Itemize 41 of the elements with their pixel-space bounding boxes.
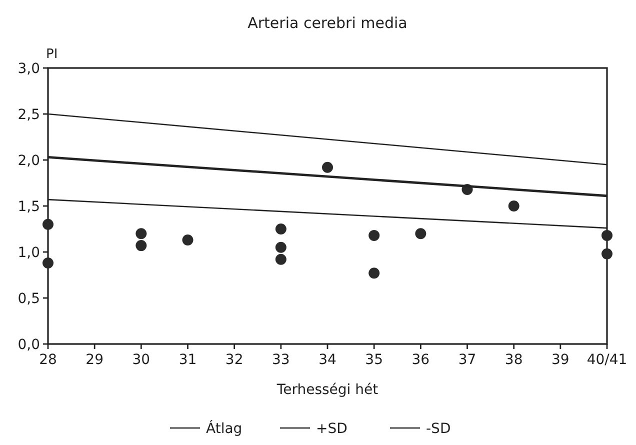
y-tick-label: 3,0 <box>18 60 40 77</box>
point <box>415 228 426 240</box>
point <box>182 234 194 246</box>
legend-label: Átlag <box>206 420 242 437</box>
point <box>508 200 520 212</box>
x-tick-label: 34 <box>318 352 336 368</box>
x-axis-title: Terhességi hét <box>276 382 379 398</box>
x-tick-label: 40/41 <box>586 352 628 368</box>
y-tick-label: 1,5 <box>18 198 40 215</box>
x-tick-label: 36 <box>412 352 430 368</box>
point <box>275 224 286 234</box>
y-tick-label: 1,0 <box>18 244 40 261</box>
legend-label: +SD <box>316 421 348 437</box>
y-tick-label: 0,0 <box>18 336 40 353</box>
x-tick-label: 29 <box>86 352 104 368</box>
x-tick-label: 33 <box>272 352 290 368</box>
x-tick-label: 39 <box>552 352 570 368</box>
y-tick-label: 2,0 <box>18 152 40 169</box>
point <box>136 228 147 240</box>
point <box>42 218 54 230</box>
point <box>602 248 612 260</box>
point <box>368 230 380 241</box>
y-tick-label: 0,5 <box>18 290 40 307</box>
x-tick-label: 38 <box>504 352 523 368</box>
y-tick-label: 2,5 <box>18 106 40 123</box>
chart-title: Arteria cerebri media <box>248 14 408 32</box>
point <box>602 230 612 241</box>
point <box>42 258 54 269</box>
point <box>275 254 286 265</box>
x-tick-label: 37 <box>458 352 476 368</box>
x-tick-label: 32 <box>225 352 244 368</box>
y-axis-title: PI <box>46 47 58 62</box>
point <box>368 268 380 279</box>
x-tick-label: 35 <box>365 352 383 368</box>
point <box>322 162 333 173</box>
point <box>275 242 286 253</box>
x-tick-label: 30 <box>132 352 150 368</box>
legend-label: -SD <box>426 421 451 437</box>
point <box>136 240 147 252</box>
x-tick-label: 31 <box>178 352 197 368</box>
x-tick-label: 28 <box>39 352 57 368</box>
